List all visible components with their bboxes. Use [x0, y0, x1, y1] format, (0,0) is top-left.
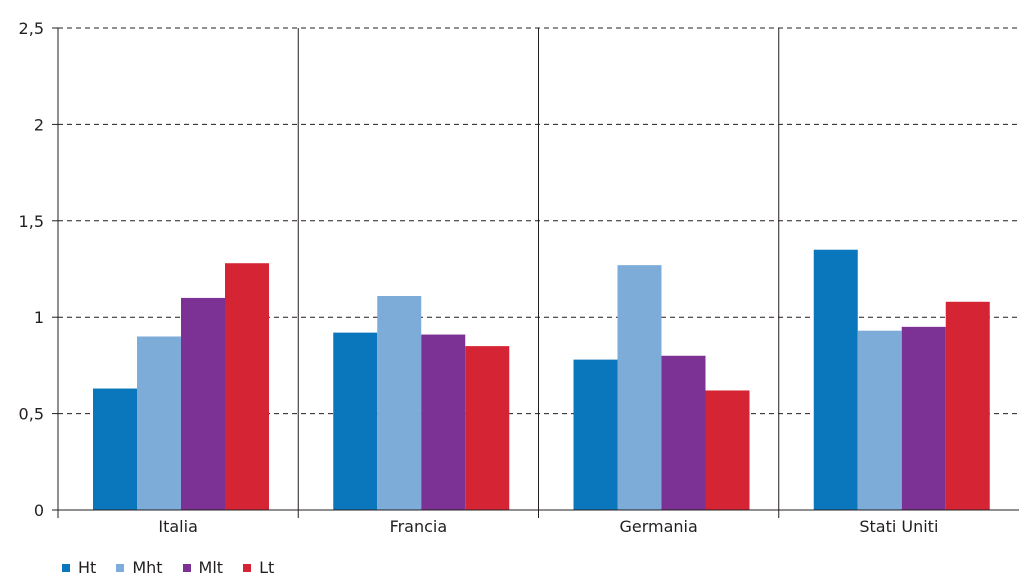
bar-ht-germania: [573, 359, 618, 510]
legend-swatch: [182, 563, 191, 572]
x-tick-labels: Italia Francia Germania Stati Uniti: [158, 517, 938, 536]
legend: Ht Mht Mlt Lt: [62, 558, 294, 577]
legend-swatch: [62, 563, 70, 572]
bar-mht-italia: [137, 336, 181, 510]
bar-mlt-stati-uniti: [901, 326, 946, 510]
legend-swatch: [243, 563, 252, 572]
y-tick-label: 1: [34, 308, 44, 327]
bar-lt-stati-uniti: [945, 301, 990, 510]
y-tick-label: 1,5: [19, 212, 44, 231]
bar-lt-germania: [705, 390, 750, 510]
bar-ht-italia: [93, 388, 137, 510]
legend-item-mht: Mht: [116, 558, 163, 577]
legend-item-ht: Ht: [62, 558, 96, 577]
y-tick-label: 2: [34, 115, 44, 134]
bar-mht-stati-uniti: [857, 330, 902, 510]
x-tick-label: Germania: [619, 517, 697, 536]
bar-mlt-italia: [181, 297, 225, 510]
axes: [52, 27, 1019, 518]
x-tick-label: Francia: [390, 517, 448, 536]
legend-label: Mht: [132, 558, 163, 577]
bar-lt-francia: [465, 346, 510, 510]
y-tick-label: 0: [34, 501, 44, 520]
legend-item-mlt: Mlt: [182, 558, 224, 577]
group-separators: [297, 28, 780, 518]
bar-mlt-francia: [421, 334, 466, 510]
x-tick-label: Stati Uniti: [859, 517, 938, 536]
legend-label: Lt: [259, 558, 275, 577]
bar-mht-francia: [377, 295, 422, 510]
bars: [93, 249, 990, 510]
x-tick-label: Italia: [158, 517, 198, 536]
y-tick-labels: 0 0,5 1 1,5 2 2,5: [19, 19, 44, 520]
legend-label: Mlt: [198, 558, 224, 577]
y-tick-label: 0,5: [19, 405, 44, 424]
bar-lt-italia: [225, 263, 269, 510]
legend-swatch: [116, 563, 125, 572]
bar-mht-germania: [617, 265, 662, 510]
bar-ht-stati-uniti: [813, 249, 858, 510]
legend-label: Ht: [78, 558, 97, 577]
legend-item-lt: Lt: [243, 558, 274, 577]
bar-mlt-germania: [661, 355, 706, 510]
y-tick-label: 2,5: [19, 19, 44, 38]
bar-ht-francia: [333, 332, 378, 510]
